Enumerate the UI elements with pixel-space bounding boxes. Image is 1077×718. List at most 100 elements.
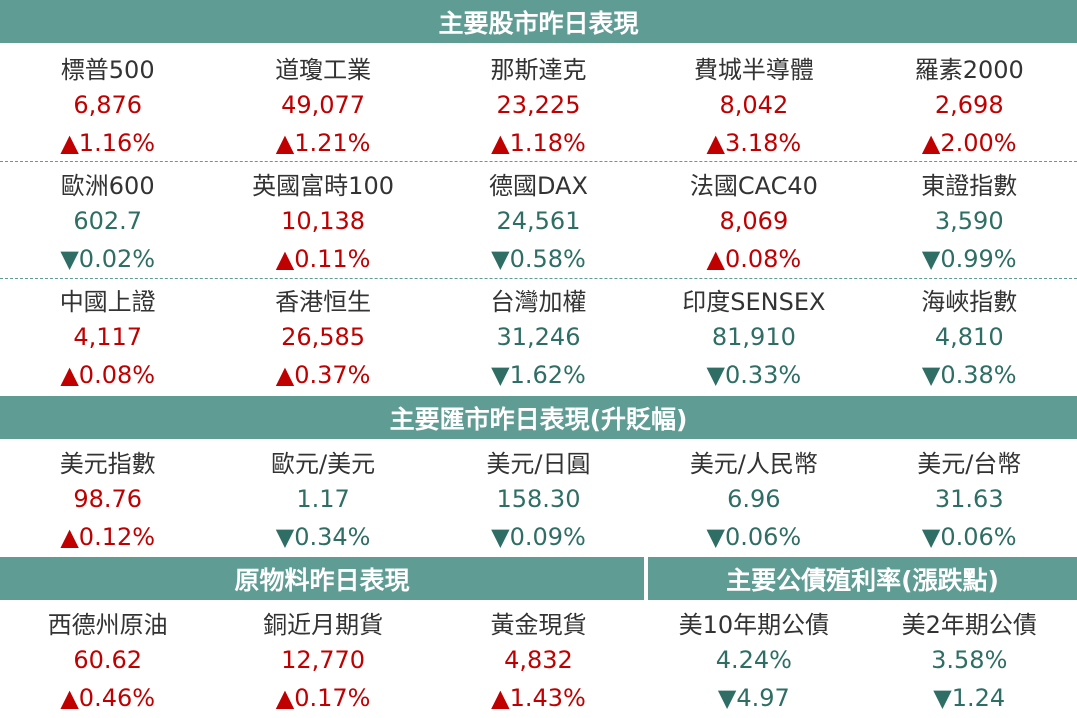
index-change: ▲0.08% [706, 245, 802, 273]
change-row: ▲0.12% ▼0.34% ▼0.09% ▼0.06% ▼0.06% [0, 518, 1077, 556]
fx-section-title: 主要匯市昨日表現(升貶幅) [389, 404, 688, 434]
index-name: 海峽指數 [921, 287, 1018, 316]
index-name: 印度SENSEX [682, 287, 826, 316]
fx-change: ▼0.06% [706, 523, 802, 551]
index-change: ▲1.18% [491, 129, 586, 157]
bond-change: ▼4.97 [717, 684, 790, 712]
fx-value: 6.96 [727, 485, 781, 513]
commodity-change: ▲0.46% [60, 684, 156, 712]
index-name: 東證指數 [921, 171, 1018, 200]
index-name: 那斯達克 [490, 55, 587, 84]
index-name: 英國富時100 [252, 171, 394, 200]
name-row: 中國上證 香港恒生 台灣加權 印度SENSEX 海峽指數 [0, 280, 1077, 318]
stock-group-us: 標普500 道瓊工業 那斯達克 費城半導體 羅素2000 6,876 49,07… [0, 48, 1077, 162]
index-change: ▼0.38% [921, 361, 1017, 389]
index-change: ▼0.33% [706, 361, 802, 389]
name-row: 西德州原油 銅近月期貨 黃金現貨 美10年期公債 美2年期公債 [0, 603, 1077, 641]
change-row: ▲1.16% ▲1.21% ▲1.18% ▲3.18% ▲2.00% [0, 124, 1077, 162]
change-row: ▲0.08% ▲0.37% ▼1.62% ▼0.33% ▼0.38% [0, 356, 1077, 394]
fx-name: 歐元/美元 [271, 449, 376, 478]
index-value: 49,077 [281, 91, 366, 119]
fx-name: 美元/台幣 [917, 449, 1022, 478]
bond-change: ▼1.24 [933, 684, 1006, 712]
commodity-change: ▲0.17% [275, 684, 371, 712]
commodity-name: 銅近月期貨 [263, 610, 384, 639]
commodity-section-title: 原物料昨日表現 [234, 565, 410, 595]
fx-name: 美元/人民幣 [689, 449, 818, 478]
index-change: ▼0.02% [60, 245, 156, 273]
index-value: 24,561 [496, 207, 581, 235]
stock-group-europe: 歐洲600 英國富時100 德國DAX 法國CAC40 東證指數 602.7 1… [0, 164, 1077, 278]
index-change: ▼1.62% [491, 361, 586, 389]
commodity-value: 4,832 [504, 646, 573, 674]
bond-section-title: 主要公債殖利率(漲跌點) [726, 565, 999, 595]
fx-value: 31.63 [934, 485, 1004, 513]
index-value: 26,585 [281, 323, 366, 351]
fx-value: 98.76 [73, 485, 143, 513]
index-change: ▲0.37% [275, 361, 371, 389]
dashed-divider [0, 161, 1077, 162]
value-row: 60.62 12,770 4,832 4.24% 3.58% [0, 641, 1077, 679]
bond-name: 美2年期公債 [901, 610, 1037, 639]
value-row: 602.7 10,138 24,561 8,069 3,590 [0, 202, 1077, 240]
index-change: ▲3.18% [706, 129, 802, 157]
commodity-value: 12,770 [281, 646, 366, 674]
fx-name: 美元/日圓 [486, 449, 591, 478]
index-name: 費城半導體 [693, 55, 814, 84]
index-name: 香港恒生 [275, 287, 372, 316]
index-name: 標普500 [60, 55, 155, 84]
index-value: 3,590 [934, 207, 1004, 235]
commodity-name: 西德州原油 [47, 610, 168, 639]
index-value: 6,876 [73, 91, 143, 119]
name-row: 美元指數 歐元/美元 美元/日圓 美元/人民幣 美元/台幣 [0, 442, 1077, 480]
change-row: ▲0.46% ▲0.17% ▲1.43% ▼4.97 ▼1.24 [0, 679, 1077, 717]
commodity-section-header: 原物料昨日表現 [0, 557, 644, 600]
fx-name: 美元指數 [59, 449, 156, 478]
fx-change: ▲0.12% [60, 523, 156, 551]
index-change: ▼0.58% [491, 245, 586, 273]
commodity-value: 60.62 [73, 646, 143, 674]
index-value: 31,246 [496, 323, 581, 351]
index-value: 2,698 [934, 91, 1004, 119]
fx-change: ▼0.34% [275, 523, 371, 551]
index-change: ▲0.11% [275, 245, 371, 273]
index-change: ▲1.21% [275, 129, 371, 157]
index-name: 道瓊工業 [275, 55, 372, 84]
value-row: 4,117 26,585 31,246 81,910 4,810 [0, 318, 1077, 356]
bond-section-header: 主要公債殖利率(漲跌點) [648, 557, 1077, 600]
fx-section-header: 主要匯市昨日表現(升貶幅) [0, 396, 1077, 439]
index-name: 法國CAC40 [689, 171, 818, 200]
fx-value: 1.17 [296, 485, 350, 513]
value-row: 98.76 1.17 158.30 6.96 31.63 [0, 480, 1077, 518]
fx-group: 美元指數 歐元/美元 美元/日圓 美元/人民幣 美元/台幣 98.76 1.17… [0, 442, 1077, 556]
index-change: ▲0.08% [60, 361, 156, 389]
name-row: 歐洲600 英國富時100 德國DAX 法國CAC40 東證指數 [0, 164, 1077, 202]
index-name: 台灣加權 [490, 287, 587, 316]
bond-yield: 3.58% [931, 646, 1008, 674]
change-row: ▼0.02% ▲0.11% ▼0.58% ▲0.08% ▼0.99% [0, 240, 1077, 278]
stock-section-header: 主要股市昨日表現 [0, 0, 1077, 43]
fx-value: 158.30 [496, 485, 581, 513]
index-value: 8,042 [719, 91, 789, 119]
commodity-name: 黃金現貨 [490, 610, 587, 639]
index-value: 8,069 [719, 207, 789, 235]
index-change: ▲1.16% [60, 129, 156, 157]
fx-change: ▼0.09% [491, 523, 586, 551]
index-name: 中國上證 [59, 287, 156, 316]
index-value: 81,910 [711, 323, 796, 351]
bond-yield: 4.24% [715, 646, 792, 674]
commodity-change: ▲1.43% [491, 684, 586, 712]
index-change: ▲2.00% [921, 129, 1017, 157]
index-name: 德國DAX [489, 171, 588, 200]
stock-group-asia: 中國上證 香港恒生 台灣加權 印度SENSEX 海峽指數 4,117 26,58… [0, 280, 1077, 394]
fx-change: ▼0.06% [921, 523, 1017, 551]
dashed-divider [0, 278, 1077, 279]
bond-name: 美10年期公債 [678, 610, 830, 639]
index-value: 4,117 [73, 323, 143, 351]
value-row: 6,876 49,077 23,225 8,042 2,698 [0, 86, 1077, 124]
name-row: 標普500 道瓊工業 那斯達克 費城半導體 羅素2000 [0, 48, 1077, 86]
index-value: 4,810 [934, 323, 1004, 351]
index-value: 602.7 [73, 207, 143, 235]
commodity-bond-group: 西德州原油 銅近月期貨 黃金現貨 美10年期公債 美2年期公債 60.62 12… [0, 603, 1077, 717]
